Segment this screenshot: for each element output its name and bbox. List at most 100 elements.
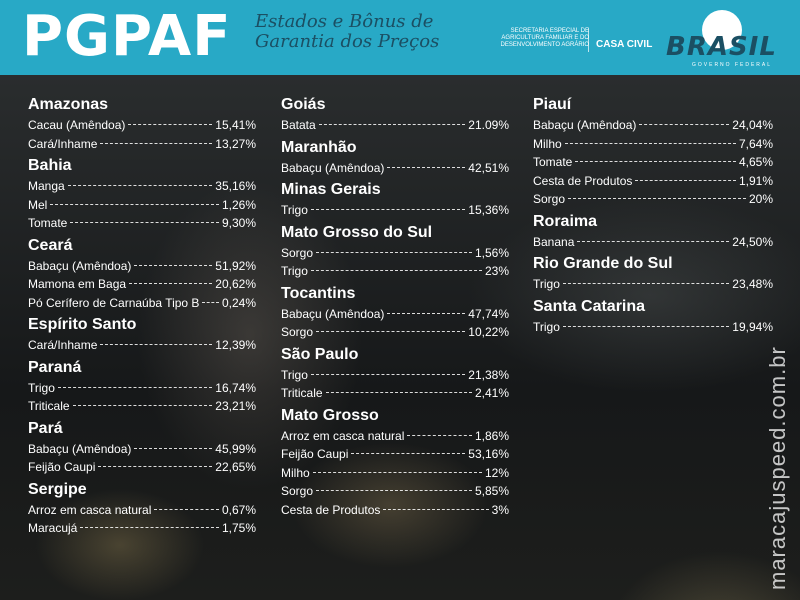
dotted-leader <box>134 447 213 449</box>
dotted-leader <box>562 325 730 327</box>
bonus-value: 4,65% <box>738 155 773 169</box>
bonus-value: 2,41% <box>474 386 509 400</box>
bonus-value: 12,39% <box>215 338 256 352</box>
product-label: Babaçu (Amêndoa) <box>281 306 385 321</box>
state-heading: Goiás <box>281 96 326 113</box>
product-label: Banana <box>533 234 575 249</box>
bonus-value: 42,51% <box>468 160 509 175</box>
dotted-leader <box>577 240 730 242</box>
bonus-value: 1,91% <box>738 173 773 188</box>
product-list: Babaçu (Amêndoa) 51,92% Mamona em Baga 20,6… <box>28 257 256 313</box>
product-row: Manga 35,16% <box>28 177 256 196</box>
bonus-value: 47,74% <box>468 306 509 321</box>
bonus-value: 20% <box>748 192 773 206</box>
product-row: Sorgo 1,56% <box>281 244 509 263</box>
state-heading: Roraima <box>533 212 598 230</box>
product-row: Cesta de Produtos 1,91% <box>533 172 773 191</box>
watermark: maracajuspeed.com.br <box>765 346 790 590</box>
product-label: Sorgo <box>281 245 314 260</box>
product-row: Cará/Inhame 12,39% <box>28 336 256 355</box>
dotted-leader <box>407 434 472 436</box>
dotted-leader <box>316 331 466 332</box>
product-label: Cesta de Produtos <box>533 173 633 188</box>
product-row: Babaçu (Amêndoa) 42,51% <box>281 159 509 178</box>
dotted-leader <box>67 185 213 186</box>
bonus-value: 21,38% <box>468 367 509 382</box>
product-label: Trigo <box>281 264 308 278</box>
product-label: Triticale <box>28 399 70 413</box>
bonus-value: 7,64% <box>738 136 773 151</box>
dotted-leader <box>98 466 213 467</box>
state-heading: Rio Grande do Sul <box>533 255 673 272</box>
subtitle-line-2: Garantia dos Preços <box>255 31 440 52</box>
bonus-value: 1,26% <box>221 197 256 212</box>
product-label: Sorgo <box>533 192 566 206</box>
dotted-leader <box>325 392 472 393</box>
state-heading: Espírito Santo <box>28 316 137 333</box>
product-list: Trigo 19,94% <box>533 318 773 337</box>
subtitle-line-1: Estados e Bônus de <box>255 11 434 32</box>
header-divider <box>588 28 589 52</box>
dotted-leader <box>50 203 219 205</box>
product-label: Trigo <box>281 367 308 382</box>
product-label: Batata <box>281 118 316 132</box>
bonus-value: 12% <box>484 465 509 480</box>
column-3: Piauí Babaçu (Amêndoa) 24,04% Milho 7,64% Tom… <box>533 96 773 340</box>
bonus-value: 23,48% <box>732 277 773 291</box>
product-row: Babaçu (Amêndoa) 45,99% <box>28 440 256 459</box>
product-row: Mel 1,26% <box>28 196 256 215</box>
secretaria-line-2: AGRICULTURA FAMILIAR E DO <box>501 35 589 41</box>
product-row: Banana 24,50% <box>533 233 773 252</box>
secretaria-label: SECRETARIA ESPECIAL DE AGRICULTURA FAMIL… <box>494 28 589 49</box>
dotted-leader <box>383 508 489 510</box>
product-label: Cacau (Amêndoa) <box>28 118 126 132</box>
product-label: Cesta de Produtos <box>281 502 381 517</box>
product-row: Mamona em Baga 20,62% <box>28 275 256 294</box>
product-list: Cará/Inhame 12,39% <box>28 336 256 355</box>
state-heading: Paraná <box>28 358 82 376</box>
bonus-value: 22,65% <box>215 460 256 474</box>
bonus-value: 15,36% <box>468 203 509 217</box>
product-list: Arroz em casca natural 1,86% Feijão Caupi 5… <box>281 427 509 520</box>
product-row: Arroz em casca natural 1,86% <box>281 427 509 446</box>
bonus-value: 20,62% <box>215 277 256 291</box>
product-row: Feijão Caupi 22,65% <box>28 458 256 477</box>
product-row: Sorgo 10,22% <box>281 323 509 342</box>
product-list: Babaçu (Amêndoa) 47,74% Sorgo 10,22% <box>281 305 509 342</box>
product-list: Banana 24,50% <box>533 233 773 252</box>
product-list: Arroz em casca natural 0,67% Maracujá 1,75% <box>28 501 256 538</box>
product-list: Sorgo 1,56% Trigo 23% <box>281 244 509 281</box>
dotted-leader <box>154 508 219 510</box>
product-label: Tomate <box>28 216 68 230</box>
dotted-leader <box>564 142 736 144</box>
dotted-leader <box>100 344 213 345</box>
product-list: Babaçu (Amêndoa) 24,04% Milho 7,64% Tomate 4,… <box>533 116 773 209</box>
product-row: Trigo 23% <box>281 262 509 281</box>
dotted-leader <box>134 264 213 266</box>
bonus-value: 3% <box>491 502 509 517</box>
bonus-value: 19,94% <box>732 319 773 334</box>
product-row: Trigo 21,38% <box>281 366 509 385</box>
product-label: Trigo <box>281 203 308 217</box>
column-1: Amazonas Cacau (Amêndoa) 15,41% Cará/Inhame… <box>28 96 256 542</box>
product-row: Cacau (Amêndoa) 15,41% <box>28 116 256 135</box>
product-label: Babaçu (Amêndoa) <box>281 160 385 175</box>
product-row: Maracujá 1,75% <box>28 519 256 538</box>
product-list: Trigo 23,48% <box>533 275 773 294</box>
product-label: Trigo <box>533 319 560 334</box>
product-row: Sorgo 5,85% <box>281 482 509 501</box>
dotted-leader <box>351 453 466 454</box>
product-list: Manga 35,16% Mel 1,26% Tomate 9,30% <box>28 177 256 233</box>
product-row: Trigo 15,36% <box>281 201 509 220</box>
bonus-value: 5,85% <box>474 484 509 498</box>
dotted-leader <box>128 124 213 125</box>
brasil-logo: BRASIL GOVERNO FEDERAL <box>662 10 792 68</box>
product-label: Babaçu (Amêndoa) <box>28 441 132 456</box>
bonus-value: 45,99% <box>215 441 256 456</box>
bonus-value: 53,16% <box>468 447 509 461</box>
bonus-value: 15,41% <box>215 118 256 132</box>
product-label: Trigo <box>533 277 560 291</box>
product-label: Babaçu (Amêndoa) <box>533 118 637 132</box>
product-row: Trigo 19,94% <box>533 318 773 337</box>
product-label: Maracujá <box>28 521 78 535</box>
